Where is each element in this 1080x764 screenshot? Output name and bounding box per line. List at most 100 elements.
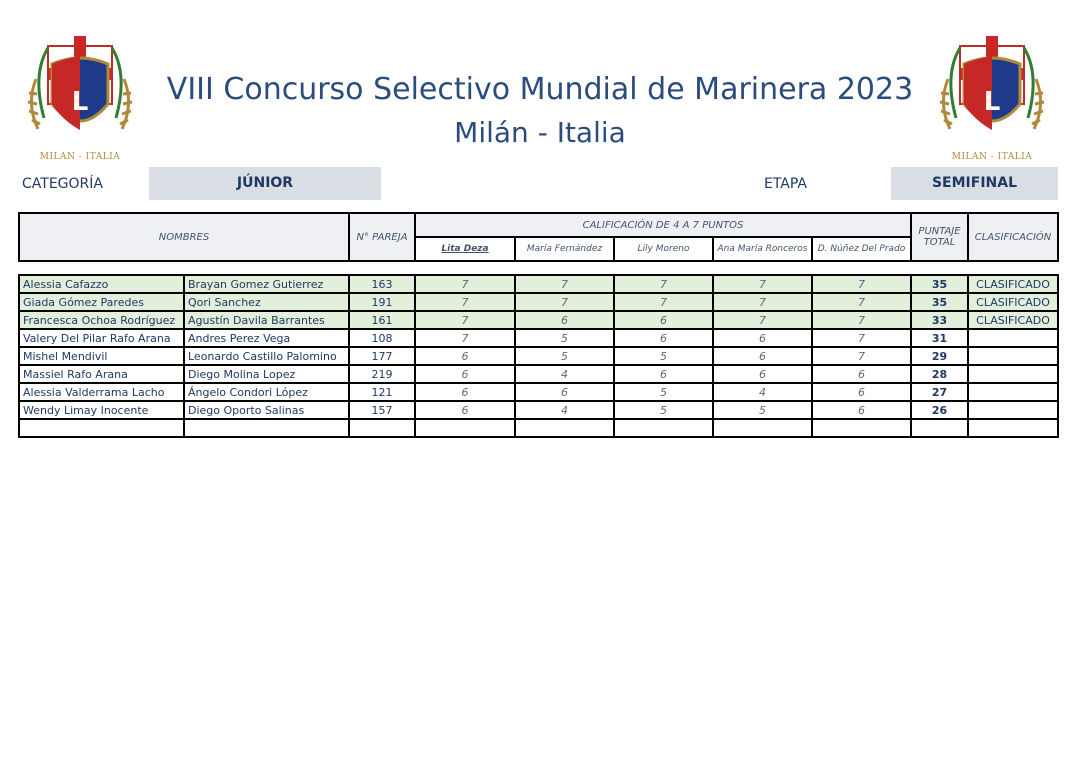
score-cell: 6 xyxy=(514,382,615,402)
pareja-number: 161 xyxy=(348,310,416,330)
logo-caption: MILAN - ITALIA xyxy=(951,152,1033,162)
svg-text:L: L xyxy=(72,87,89,117)
crest-icon: L xyxy=(939,36,1045,130)
score-cell: 7 xyxy=(811,346,912,366)
table-row: Alessia Cafazzo Brayan Gomez Gutierrez 1… xyxy=(18,274,1059,294)
dama-name: Mishel Mendivil xyxy=(18,346,185,366)
score-cell: 6 xyxy=(613,364,714,384)
clasificacion-cell xyxy=(967,382,1059,402)
categoria-value: JÚNIOR xyxy=(149,167,381,200)
total-cell: 33 xyxy=(910,310,969,330)
score-cell: 7 xyxy=(811,292,912,312)
varon-name: Brayan Gomez Gutierrez xyxy=(183,274,350,294)
dama-name: Massiel Rafo Arana xyxy=(18,364,185,384)
dama-name: Wendy Limay Inocente xyxy=(18,400,185,420)
svg-text:L: L xyxy=(984,87,1001,117)
dama-name: Alessia Cafazzo xyxy=(18,274,185,294)
total-cell: 26 xyxy=(910,400,969,420)
score-cell: 5 xyxy=(613,400,714,420)
col-puntaje-total: PUNTAJE TOTAL xyxy=(910,212,969,262)
clasificacion-cell: CLASIFICADO xyxy=(967,310,1059,330)
col-puntaje-line2: TOTAL xyxy=(923,237,956,248)
clasificacion-cell: CLASIFICADO xyxy=(967,292,1059,312)
score-cell: 7 xyxy=(414,310,516,330)
total-cell: 35 xyxy=(910,292,969,312)
clasificacion-cell xyxy=(967,328,1059,348)
varon-name: Ángelo Condori López xyxy=(183,382,350,402)
results-table: NOMBRES N° PAREJA CALIFICACIÓN DE 4 A 7 … xyxy=(18,212,1059,438)
score-cell: 6 xyxy=(712,346,813,366)
score-cell: 5 xyxy=(712,400,813,420)
clasificacion-cell: CLASIFICADO xyxy=(967,274,1059,294)
varon-name: Qori Sanchez xyxy=(183,292,350,312)
logo-caption: MILAN - ITALIA xyxy=(39,152,121,162)
score-cell: 7 xyxy=(712,310,813,330)
crest-icon: L xyxy=(27,36,133,130)
table-row: Giada Gómez Paredes Qori Sanchez 191 7 7… xyxy=(18,292,1059,312)
table-row: Wendy Limay Inocente Diego Oporto Salina… xyxy=(18,400,1059,420)
pareja-number: 177 xyxy=(348,346,416,366)
judge-header: D. Núñez Del Prado xyxy=(811,236,912,262)
score-cell: 6 xyxy=(811,364,912,384)
judge-header: Ana María Ronceros xyxy=(712,236,813,262)
score-cell: 5 xyxy=(613,382,714,402)
col-clasificacion: CLASIFICACIÓN xyxy=(967,212,1059,262)
score-cell: 6 xyxy=(811,382,912,402)
pareja-number: 191 xyxy=(348,292,416,312)
score-cell: 7 xyxy=(414,328,516,348)
score-cell: 7 xyxy=(613,292,714,312)
total-cell: 31 xyxy=(910,328,969,348)
score-cell: 6 xyxy=(414,400,516,420)
pareja-number: 157 xyxy=(348,400,416,420)
varon-name: Leonardo Castillo Palomino xyxy=(183,346,350,366)
varon-name: Agustín Davila Barrantes xyxy=(183,310,350,330)
table-row: Francesca Ochoa Rodríguez Agustín Davila… xyxy=(18,310,1059,330)
varon-name: Diego Oporto Salinas xyxy=(183,400,350,420)
table-row: Valery Del Pilar Rafo Arana Andres Perez… xyxy=(18,328,1059,348)
total-cell: 29 xyxy=(910,346,969,366)
col-pareja: N° PAREJA xyxy=(348,212,416,262)
dama-name: Valery Del Pilar Rafo Arana xyxy=(18,328,185,348)
col-nombres: NOMBRES xyxy=(18,212,350,262)
score-cell: 4 xyxy=(514,364,615,384)
total-cell: 28 xyxy=(910,364,969,384)
empty-row xyxy=(18,418,1059,438)
total-cell: 35 xyxy=(910,274,969,294)
pareja-number: 108 xyxy=(348,328,416,348)
score-cell: 7 xyxy=(811,274,912,294)
score-cell: 6 xyxy=(811,400,912,420)
score-cell: 6 xyxy=(613,328,714,348)
score-cell: 5 xyxy=(613,346,714,366)
club-logo-right: L MILAN - ITALIA xyxy=(930,34,1054,168)
page-title: VIII Concurso Selectivo Mundial de Marin… xyxy=(166,72,914,107)
score-cell: 6 xyxy=(514,310,615,330)
score-cell: 6 xyxy=(414,382,516,402)
col-calificacion: CALIFICACIÓN DE 4 A 7 PUNTOS xyxy=(414,212,912,238)
score-cell: 7 xyxy=(414,274,516,294)
categoria-label: CATEGORÍA xyxy=(22,176,103,192)
score-cell: 6 xyxy=(414,364,516,384)
score-cell: 4 xyxy=(514,400,615,420)
varon-name: Diego Molina Lopez xyxy=(183,364,350,384)
score-cell: 4 xyxy=(712,382,813,402)
page-subtitle: Milán - Italia xyxy=(454,116,626,149)
score-cell: 6 xyxy=(414,346,516,366)
score-cell: 7 xyxy=(712,292,813,312)
score-cell: 7 xyxy=(514,292,615,312)
clasificacion-cell xyxy=(967,400,1059,420)
etapa-label: ETAPA xyxy=(764,176,808,192)
score-cell: 7 xyxy=(613,274,714,294)
dama-name: Alessia Valderrama Lacho xyxy=(18,382,185,402)
score-cell: 5 xyxy=(514,346,615,366)
clasificacion-cell xyxy=(967,346,1059,366)
judge-header: María Fernández xyxy=(514,236,615,262)
score-cell: 7 xyxy=(712,274,813,294)
score-cell: 6 xyxy=(712,328,813,348)
table-row: Alessia Valderrama Lacho Ángelo Condori … xyxy=(18,382,1059,402)
score-cell: 7 xyxy=(811,328,912,348)
dama-name: Giada Gómez Paredes xyxy=(18,292,185,312)
total-cell: 27 xyxy=(910,382,969,402)
score-cell: 5 xyxy=(514,328,615,348)
judge-header: Lita Deza xyxy=(414,236,516,262)
pareja-number: 121 xyxy=(348,382,416,402)
